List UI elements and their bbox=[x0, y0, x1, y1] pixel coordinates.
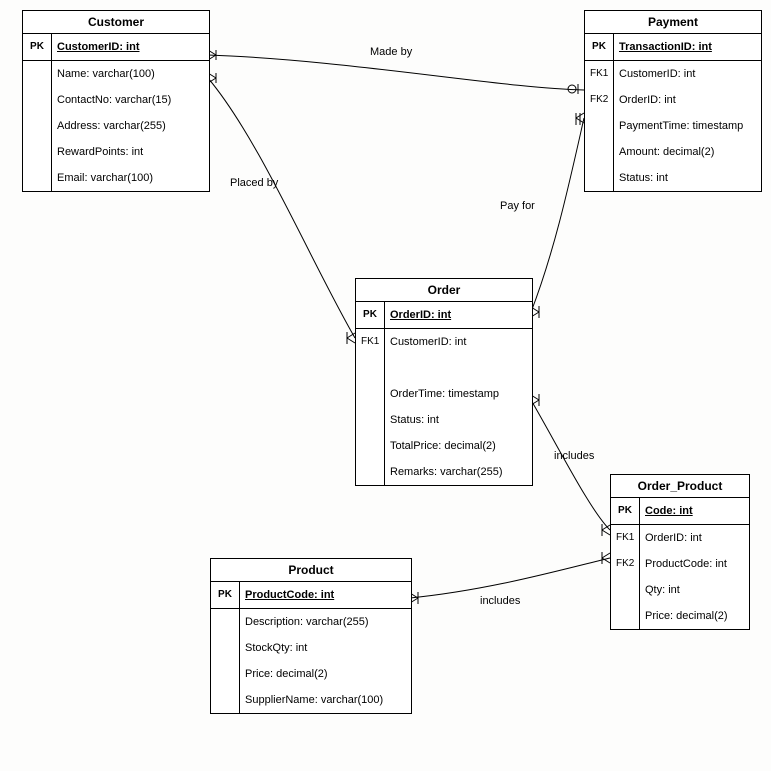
attr-cell: Description: varchar(255) bbox=[240, 609, 411, 635]
key-cell bbox=[356, 407, 384, 433]
key-cell bbox=[585, 139, 613, 165]
key-cell bbox=[23, 165, 51, 191]
rel-label-made-by: Made by bbox=[370, 46, 412, 58]
attr-cell: StockQty: int bbox=[240, 635, 411, 661]
key-cell bbox=[356, 381, 384, 407]
attr-cell: CustomerID: int bbox=[385, 329, 532, 355]
attr-cell: CustomerID: int bbox=[614, 61, 761, 87]
attr-cell: OrderID: int bbox=[614, 87, 761, 113]
attr-cell: OrderTime: timestamp bbox=[385, 381, 532, 407]
key-cell bbox=[611, 577, 639, 603]
rel-label-placed-by: Placed by bbox=[230, 177, 278, 189]
pk-attr: OrderID: int bbox=[385, 302, 532, 329]
pk-label: PK bbox=[585, 34, 613, 61]
attr-cell: RewardPoints: int bbox=[52, 139, 209, 165]
rel-label-includes-2: includes bbox=[480, 595, 520, 607]
pk-label: PK bbox=[356, 302, 384, 329]
rel-label-pay-for: Pay for bbox=[500, 200, 535, 212]
attr-cell bbox=[385, 355, 532, 381]
attr-cell: Price: decimal(2) bbox=[640, 603, 749, 629]
attr-cell: Status: int bbox=[385, 407, 532, 433]
attr-cell: ProductCode: int bbox=[640, 551, 749, 577]
entity-product: Product PK ProductCode: int Description:… bbox=[210, 558, 412, 714]
attr-cell: Amount: decimal(2) bbox=[614, 139, 761, 165]
key-cell: FK2 bbox=[585, 87, 613, 113]
attr-cell: Price: decimal(2) bbox=[240, 661, 411, 687]
attr-cell: TotalPrice: decimal(2) bbox=[385, 433, 532, 459]
key-cell bbox=[356, 355, 384, 381]
attr-cell: Qty: int bbox=[640, 577, 749, 603]
key-cell bbox=[211, 687, 239, 713]
attr-cell: ContactNo: varchar(15) bbox=[52, 87, 209, 113]
key-cell bbox=[356, 433, 384, 459]
pk-attr: ProductCode: int bbox=[240, 582, 411, 609]
key-cell bbox=[585, 165, 613, 191]
attr-cell: OrderID: int bbox=[640, 525, 749, 551]
key-cell bbox=[23, 87, 51, 113]
key-cell: FK1 bbox=[356, 329, 384, 355]
key-cell bbox=[611, 603, 639, 629]
key-cell: FK2 bbox=[611, 551, 639, 577]
key-cell bbox=[211, 609, 239, 635]
attr-cell: Remarks: varchar(255) bbox=[385, 459, 532, 485]
pk-label: PK bbox=[611, 498, 639, 525]
er-diagram-canvas: Customer PK CustomerID: int Name: varcha… bbox=[0, 0, 771, 771]
key-cell bbox=[23, 139, 51, 165]
entity-customer: Customer PK CustomerID: int Name: varcha… bbox=[22, 10, 210, 192]
attr-cell: Name: varchar(100) bbox=[52, 61, 209, 87]
entity-order-title: Order bbox=[356, 279, 532, 302]
key-cell: FK1 bbox=[611, 525, 639, 551]
key-cell bbox=[211, 635, 239, 661]
pk-label: PK bbox=[23, 34, 51, 61]
entity-order: Order PK FK1 OrderID: int CustomerID: in… bbox=[355, 278, 533, 486]
pk-label: PK bbox=[211, 582, 239, 609]
key-cell bbox=[356, 459, 384, 485]
entity-order-product-title: Order_Product bbox=[611, 475, 749, 498]
rel-label-includes-1: includes bbox=[554, 450, 594, 462]
key-cell bbox=[211, 661, 239, 687]
key-cell bbox=[585, 113, 613, 139]
attr-cell: PaymentTime: timestamp bbox=[614, 113, 761, 139]
key-cell: FK1 bbox=[585, 61, 613, 87]
entity-payment: Payment PK FK1 FK2 TransactionID: int Cu… bbox=[584, 10, 762, 192]
entity-payment-title: Payment bbox=[585, 11, 761, 34]
attr-cell: Status: int bbox=[614, 165, 761, 191]
attr-cell: SupplierName: varchar(100) bbox=[240, 687, 411, 713]
key-cell bbox=[23, 61, 51, 87]
entity-customer-title: Customer bbox=[23, 11, 209, 34]
pk-attr: TransactionID: int bbox=[614, 34, 761, 61]
entity-product-title: Product bbox=[211, 559, 411, 582]
attr-cell: Address: varchar(255) bbox=[52, 113, 209, 139]
entity-order-product: Order_Product PK FK1 FK2 Code: int Order… bbox=[610, 474, 750, 630]
pk-attr: CustomerID: int bbox=[52, 34, 209, 61]
key-cell bbox=[23, 113, 51, 139]
pk-attr: Code: int bbox=[640, 498, 749, 525]
attr-cell: Email: varchar(100) bbox=[52, 165, 209, 191]
